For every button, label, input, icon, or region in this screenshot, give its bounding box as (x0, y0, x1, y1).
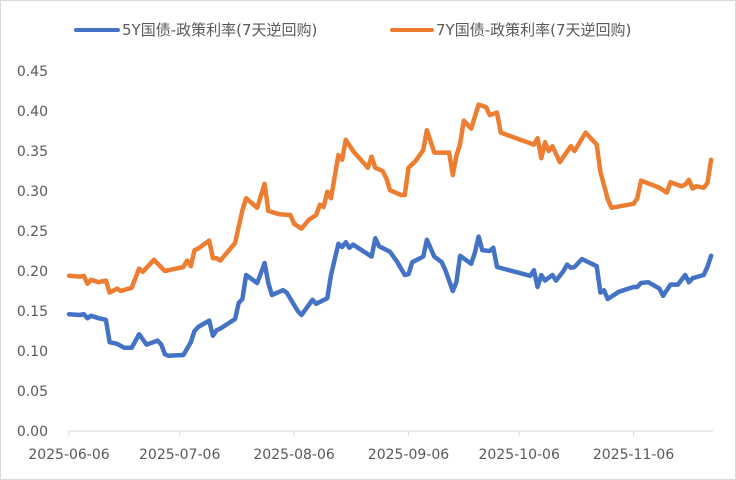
y-tick-label: 0.00 (17, 424, 48, 440)
y-tick-label: 0.10 (17, 344, 48, 360)
y-tick-label: 0.30 (17, 184, 48, 200)
legend-label-5y: 5Y国债-政策利率(7天逆回购) (122, 21, 317, 39)
x-axis: 2025-06-06 2025-07-06 2025-08-06 2025-09-06… (28, 430, 713, 463)
series-group (66, 102, 714, 359)
series-line-7y (66, 102, 714, 295)
y-tick-label: 0.20 (17, 264, 48, 280)
y-axis: 0.00 0.05 0.10 0.15 0.20 0.25 0.30 0.35 0.40 0.45 (17, 64, 48, 440)
y-tick-label: 0.25 (17, 224, 48, 240)
y-tick-label: 0.35 (17, 144, 48, 160)
y-tick-label: 0.15 (17, 304, 48, 320)
x-tick-label: 2025-06-06 (28, 447, 109, 463)
y-tick-label: 0.05 (17, 384, 48, 400)
x-tick-label: 2025-10-06 (478, 447, 559, 463)
legend: 5Y国债-政策利率(7天逆回购) 7Y国债-政策利率(7天逆回购) (74, 21, 631, 39)
x-tick-label: 2025-11-06 (593, 447, 674, 463)
x-tick-label: 2025-08-06 (253, 447, 334, 463)
x-tick-label: 2025-07-06 (139, 447, 220, 463)
legend-label-7y: 7Y国债-政策利率(7天逆回购) (436, 21, 631, 39)
y-tick-label: 0.40 (17, 104, 48, 120)
x-tick-label: 2025-09-06 (368, 447, 449, 463)
y-tick-label: 0.45 (17, 64, 48, 80)
